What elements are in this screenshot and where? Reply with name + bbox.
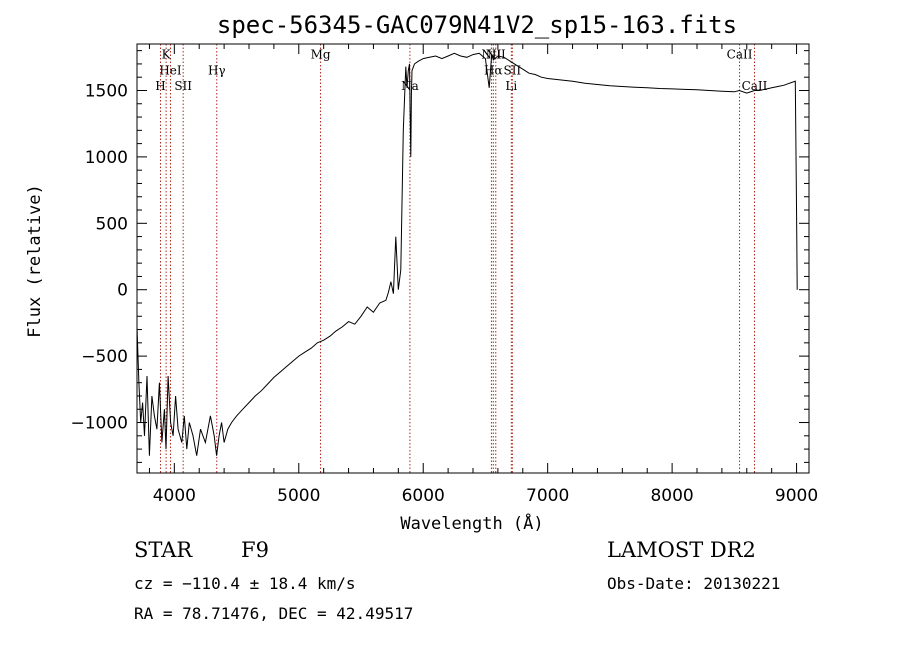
- spectrum-line: [136, 52, 798, 456]
- survey-name: LAMOST DR2: [607, 538, 756, 562]
- line-marker-label: Hα: [484, 64, 503, 78]
- y-tick-label: −1000: [70, 414, 128, 434]
- y-tick-label: 0: [117, 281, 128, 301]
- line-marker-label: Li: [505, 79, 517, 93]
- y-tick-label: 500: [96, 214, 128, 234]
- x-tick-label: 4000: [153, 486, 196, 506]
- line-marker-label: K: [162, 48, 172, 62]
- line-marker-label: SII: [503, 64, 521, 78]
- x-tick-label: 7000: [526, 486, 569, 506]
- line-marker-label: SII: [174, 79, 192, 93]
- object-subclass: F9: [241, 538, 269, 562]
- chart-title: spec-56345-GAC079N41V2_sp15-163.fits: [217, 11, 737, 39]
- line-marker-label: Hγ: [208, 64, 226, 78]
- y-tick-label: 1000: [85, 148, 128, 168]
- x-tick-label: 5000: [277, 486, 320, 506]
- x-axis-label: Wavelength (Å): [400, 512, 543, 534]
- y-tick-label: 1500: [85, 81, 128, 101]
- line-marker-label: HeI: [159, 64, 182, 78]
- ra-dec: RA = 78.71476, DEC = 42.49517: [134, 604, 414, 623]
- observation-date: Obs-Date: 20130221: [607, 574, 781, 593]
- line-marker-label: CaII: [727, 48, 753, 62]
- y-tick-label: −500: [81, 347, 128, 367]
- redshift-velocity: cz = −110.4 ± 18.4 km/s: [134, 574, 356, 593]
- x-tick-label: 6000: [402, 486, 445, 506]
- line-marker-label: NII: [486, 48, 506, 62]
- x-tick-label: 9000: [775, 486, 818, 506]
- line-marker-label: CaII: [742, 79, 768, 93]
- object-class: STAR: [134, 538, 193, 562]
- x-tick-label: 8000: [650, 486, 693, 506]
- line-marker-label: Mg: [311, 48, 331, 62]
- line-marker-label: H: [155, 79, 165, 93]
- plot-frame: [136, 43, 810, 474]
- y-axis-label: Flux (relative): [25, 184, 45, 338]
